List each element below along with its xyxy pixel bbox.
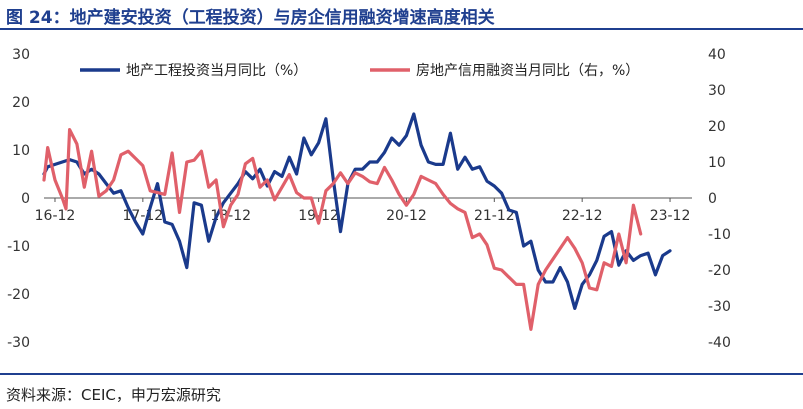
- y-right-tick-label: -20: [708, 263, 731, 279]
- x-tick-label: 16-12: [35, 208, 76, 224]
- y-left-tick-label: 10: [12, 143, 30, 159]
- series-line-construction-investment: [42, 112, 672, 310]
- chart-axes: -30 -20 -10 0 10 20 30 -40 -30 -20 -10 0 10 20 30 40 16-…: [7, 47, 731, 351]
- series-line-credit-financing: [42, 128, 643, 331]
- source-note: 资料来源：CEIC，申万宏源研究: [6, 386, 221, 404]
- y-right-tick-label: 10: [708, 155, 726, 171]
- x-tick-label: 21-12: [474, 208, 515, 224]
- x-tick-label: 22-12: [562, 208, 603, 224]
- x-tick-label: 23-12: [650, 208, 691, 224]
- y-right-tick-label: -10: [708, 227, 731, 243]
- x-tick-label: 17-12: [123, 208, 164, 224]
- legend-label: 房地产信用融资当月同比（右，%）: [416, 63, 639, 79]
- chart-title: 图 24：地产建安投资（工程投资）与房企信用融资增速高度相关: [6, 8, 495, 28]
- y-left-tick-label: -30: [7, 335, 30, 351]
- chart-series: [42, 112, 672, 331]
- y-left-tick-label: -20: [7, 287, 30, 303]
- legend-label: 地产工程投资当月同比（%）: [126, 63, 307, 79]
- x-tick-label: 20-12: [386, 208, 427, 224]
- y-left-tick-label: -10: [7, 239, 30, 255]
- y-right-tick-label: -40: [708, 335, 731, 351]
- y-right-tick-label: -30: [708, 299, 731, 315]
- y-right-tick-label: 0: [708, 191, 717, 207]
- y-right-tick-label: 20: [708, 119, 726, 135]
- y-right-tick-label: 40: [708, 47, 726, 63]
- y-left-tick-label: 0: [21, 191, 30, 207]
- y-right-tick-label: 30: [708, 83, 726, 99]
- y-left-tick-label: 20: [12, 95, 30, 111]
- top-divider: [0, 28, 803, 30]
- x-tick-label: 19-12: [298, 208, 339, 224]
- y-left-tick-label: 30: [12, 47, 30, 63]
- chart-legend: 地产工程投资当月同比（%） 房地产信用融资当月同比（右，%）: [80, 63, 639, 79]
- bottom-divider: [0, 373, 803, 375]
